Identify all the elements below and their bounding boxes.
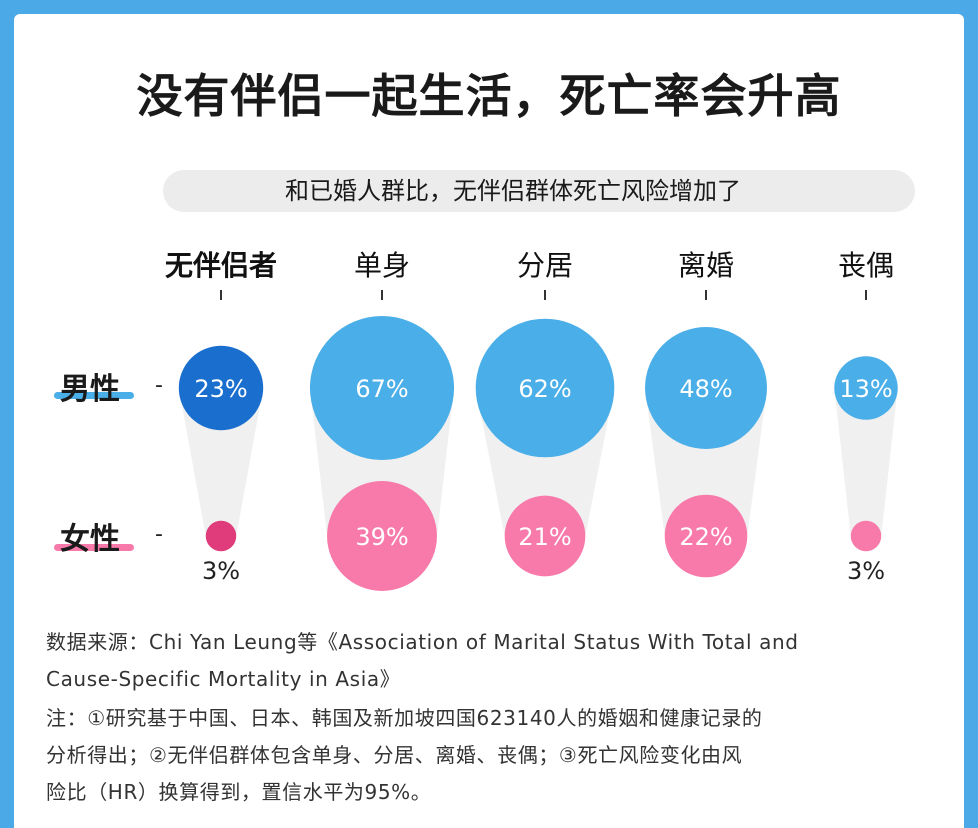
label-female-1: 39% — [355, 523, 408, 551]
label-female-3: 22% — [679, 523, 732, 551]
footnote-source-line-2: Cause-Specific Mortality in Asia》 — [46, 667, 401, 691]
row-label-female: 女性 — [60, 522, 120, 557]
bubble-female-2 — [504, 495, 586, 577]
connector-funnel-4 — [834, 388, 898, 536]
column-header-widowed: 丧偶 — [837, 249, 894, 282]
label-female-0: 3% — [202, 557, 240, 585]
female-underline — [54, 544, 134, 551]
column-header-separated: 分居 — [516, 249, 573, 282]
row-dash-female: - — [155, 522, 163, 547]
bubble-male-0 — [178, 345, 264, 431]
label-male-3: 48% — [679, 375, 732, 403]
column-header-single: 单身 — [353, 249, 410, 282]
footnote-source-line-1: 数据来源：Chi Yan Leung等《Association of Marit… — [46, 630, 799, 654]
column-header-no-partner: 无伴侣者 — [164, 249, 277, 282]
label-male-2: 62% — [518, 375, 571, 403]
bubble-male-2 — [475, 318, 615, 458]
footnote-note-line-2: 分析得出；②无伴侣群体包含单身、分居、离婚、丧偶；③死亡风险变化由风 — [46, 743, 743, 767]
bubble-male-4 — [834, 356, 898, 420]
bubble-female-1 — [327, 481, 437, 591]
label-male-4: 13% — [839, 375, 892, 403]
footnote-note-line-3: 险比（HR）换算得到，置信水平为95%。 — [46, 780, 432, 804]
label-female-4: 3% — [847, 557, 885, 585]
bubble-female-0 — [205, 520, 237, 552]
bubble-female-3 — [664, 494, 748, 578]
bubble-female-4 — [850, 520, 882, 552]
row-label-male: 男性 — [60, 372, 120, 407]
label-male-0: 23% — [194, 375, 247, 403]
male-underline — [54, 392, 134, 399]
bubble-male-1 — [309, 315, 455, 461]
label-female-2: 21% — [518, 523, 571, 551]
bubble-male-3 — [645, 327, 767, 449]
label-male-1: 67% — [355, 375, 408, 403]
footnote-note-line-1: 注：①研究基于中国、日本、韩国及新加坡四国623140人的婚姻和健康记录的 — [46, 706, 763, 730]
page-title: 没有伴侣一起生活，死亡率会升高 — [136, 69, 842, 123]
subtitle: 和已婚人群比，无伴侣群体死亡风险增加了 — [285, 177, 741, 205]
row-dash-male: - — [155, 373, 163, 398]
column-header-divorced: 离婚 — [677, 249, 734, 282]
connector-funnel-0 — [178, 388, 264, 536]
subtitle-pill — [163, 170, 915, 212]
